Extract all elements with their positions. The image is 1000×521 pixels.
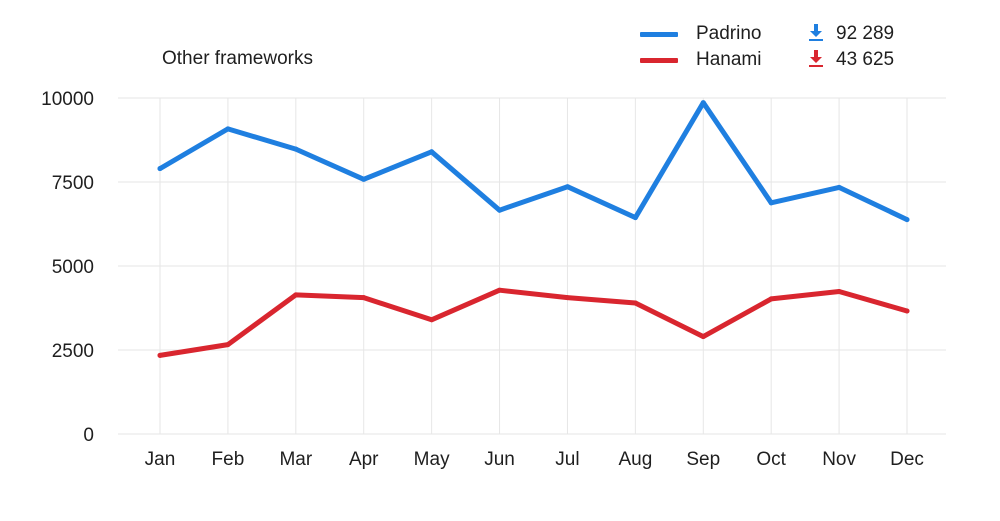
data-point-padrino [700, 100, 706, 106]
x-tick-label: Apr [349, 449, 379, 470]
y-tick-label: 2500 [52, 341, 94, 362]
legend-item-hanami: Hanami 43 625 [640, 48, 894, 72]
data-point-padrino [836, 184, 842, 190]
data-point-hanami [293, 292, 299, 298]
x-tick-label: Mar [279, 449, 312, 470]
data-point-padrino [429, 149, 435, 155]
legend-label-padrino: Padrino [696, 23, 762, 44]
data-point-hanami [700, 334, 706, 340]
x-tick-label: Jun [484, 449, 515, 470]
data-point-hanami [361, 295, 367, 301]
data-point-padrino [497, 207, 503, 213]
data-point-padrino [361, 176, 367, 182]
series-line-hanami [157, 287, 910, 358]
legend-swatch-hanami [640, 57, 678, 63]
legend-label-hanami: Hanami [696, 49, 762, 70]
data-point-hanami [836, 289, 842, 295]
chart-title: Other frameworks [162, 48, 313, 69]
legend-total-padrino: 92 289 [836, 23, 895, 44]
y-tick-label: 10000 [41, 89, 94, 110]
data-point-hanami [768, 296, 774, 302]
data-point-padrino [293, 146, 299, 152]
x-tick-label: Feb [212, 449, 245, 470]
data-point-padrino [768, 200, 774, 206]
data-point-hanami [564, 295, 570, 301]
download-icon [809, 24, 823, 41]
data-point-hanami [904, 308, 910, 314]
x-tick-label: Sep [686, 449, 720, 470]
series-line-padrino [157, 100, 910, 223]
legend-swatch-padrino [640, 31, 678, 37]
legend-item-padrino: Padrino 92 289 [640, 22, 894, 46]
data-point-hanami [632, 300, 638, 306]
x-tick-label: Dec [890, 449, 924, 470]
data-point-padrino [632, 215, 638, 221]
legend-total-hanami: 43 625 [836, 49, 895, 70]
x-tick-label: Jan [145, 449, 176, 470]
x-tick-label: Jul [555, 449, 579, 470]
y-tick-label: 5000 [52, 257, 94, 278]
y-tick-label: 0 [83, 425, 94, 446]
data-point-hanami [429, 317, 435, 323]
data-point-padrino [564, 184, 570, 190]
x-tick-label: Oct [756, 449, 786, 470]
data-point-padrino [904, 217, 910, 223]
x-tick-label: Nov [822, 449, 856, 470]
data-point-hanami [157, 352, 163, 358]
download-icon [809, 50, 823, 67]
x-tick-label: Aug [618, 449, 652, 470]
data-point-padrino [225, 126, 231, 132]
x-tick-label: May [414, 449, 450, 470]
data-point-hanami [497, 287, 503, 293]
y-tick-label: 7500 [52, 173, 94, 194]
data-point-padrino [157, 166, 163, 172]
data-point-hanami [225, 342, 231, 348]
